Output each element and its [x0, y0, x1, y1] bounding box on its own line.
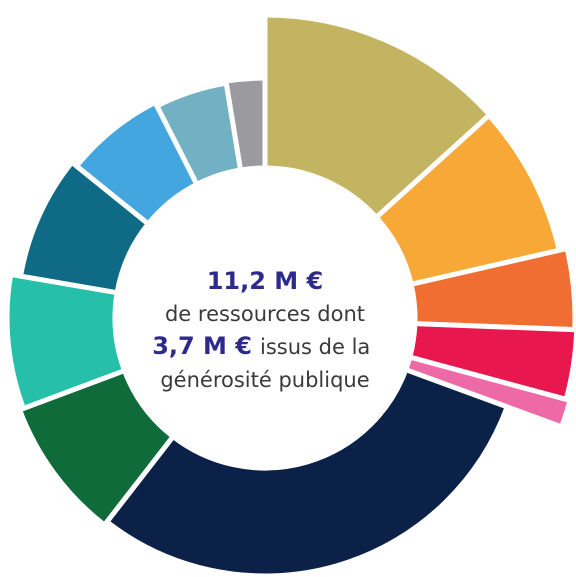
segment: [223, 75, 268, 173]
segment: [103, 366, 511, 577]
center-public: 3,7 M €: [152, 332, 252, 360]
segment: [4, 271, 128, 412]
center-line: issus de la: [260, 335, 370, 359]
segment: [17, 158, 152, 296]
center-line: de ressources dont: [165, 302, 365, 326]
center-line: générosité publique: [160, 368, 369, 392]
center-total: 11,2 M €: [207, 267, 324, 295]
segment: [16, 367, 177, 529]
segment: [262, 12, 494, 221]
